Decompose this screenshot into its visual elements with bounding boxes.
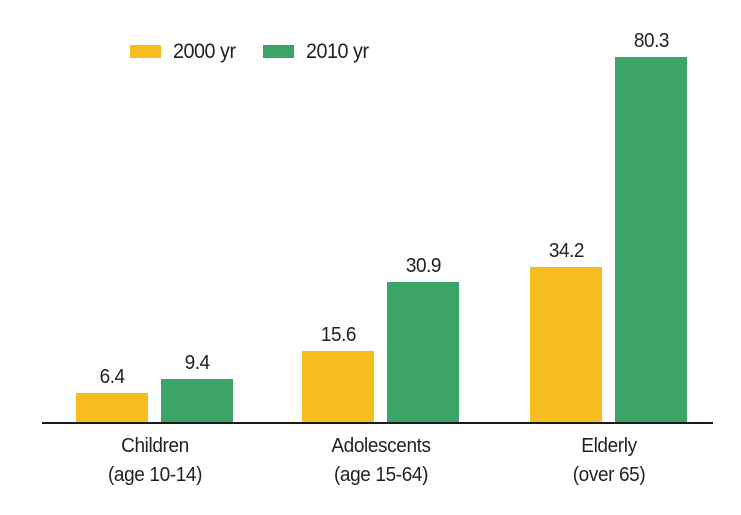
value-label-elderly-2000: 34.2 [548, 240, 584, 262]
bar-col-children-2000: 6.4 [76, 367, 148, 422]
category-label-adolescents: Adolescents (age 15-64) [271, 432, 491, 490]
bar-col-adolescents-2010: 30.9 [387, 256, 459, 422]
legend-swatch-2010-icon [262, 45, 294, 58]
category-label-line2: (age 10-14) [107, 464, 203, 486]
value-label-elderly-2010: 80.3 [633, 30, 669, 52]
value-label-adolescents-2000: 15.6 [320, 324, 356, 346]
legend-item-2010: 2010 yr [262, 40, 373, 63]
bar-col-elderly-2010: 80.3 [615, 31, 687, 422]
bar-group-elderly: 34.2 80.3 [530, 31, 687, 422]
legend: 2000 yr 2010 yr [130, 41, 372, 62]
bar-col-adolescents-2000: 15.6 [302, 325, 374, 422]
category-label-children: Children (age 10-14) [45, 432, 265, 490]
bar-group-children: 6.4 9.4 [76, 353, 233, 422]
legend-label-2000: 2000 yr [173, 40, 236, 63]
category-label-line2: (age 15-64) [333, 464, 429, 486]
value-label-adolescents-2010: 30.9 [405, 255, 441, 277]
category-label-elderly: Elderly (over 65) [499, 432, 719, 490]
bar-adolescents-2000 [302, 351, 374, 422]
value-label-children-2010: 9.4 [184, 352, 210, 374]
bar-group-adolescents: 15.6 30.9 [302, 256, 459, 422]
category-label-line1: Elderly [581, 435, 637, 457]
bar-col-elderly-2000: 34.2 [530, 241, 602, 422]
category-label-line2: (over 65) [572, 464, 646, 486]
value-label-children-2000: 6.4 [99, 366, 125, 388]
legend-swatch-2000-icon [130, 45, 161, 58]
bar-children-2010 [161, 379, 233, 422]
bar-elderly-2000 [530, 267, 602, 422]
category-label-line1: Adolescents [331, 435, 431, 457]
legend-item-2000: 2000 yr [130, 41, 240, 62]
bar-elderly-2010 [615, 57, 687, 422]
bar-col-children-2010: 9.4 [161, 353, 233, 422]
bar-children-2000 [76, 393, 148, 422]
bar-adolescents-2010 [387, 282, 459, 422]
legend-label-2010: 2010 yr [305, 40, 369, 63]
category-label-line1: Children [121, 435, 189, 457]
x-axis-line [42, 422, 713, 424]
